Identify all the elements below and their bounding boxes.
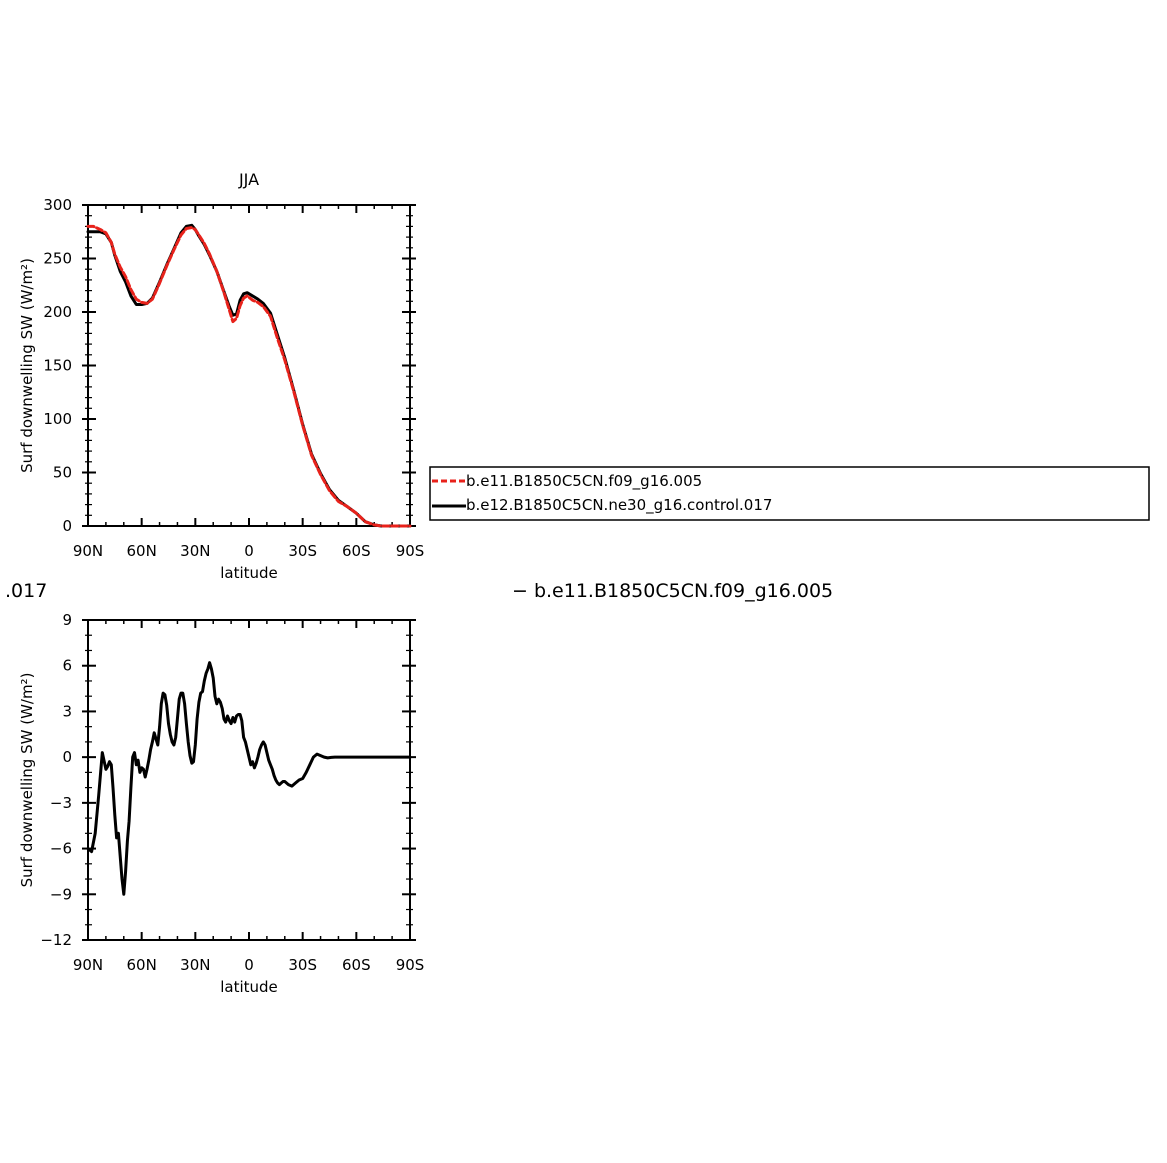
bottom-series-line-0 xyxy=(86,661,412,896)
bottom-y-tick-label: −6 xyxy=(50,840,72,858)
bottom-y-tick-label: −3 xyxy=(50,794,72,812)
legend-label-0: b.e11.B1850C5CN.f09_g16.005 xyxy=(466,472,702,491)
bottom-plot: 90N 60N 30N 0 30S 60S 90S −12 −9 −6 −3 0 3 6 9 latitude… xyxy=(18,611,424,996)
stray-text-left: .017 xyxy=(5,580,47,602)
top-plot-title: JJA xyxy=(238,170,259,189)
bottom-x-tick-label: 60S xyxy=(342,956,371,974)
top-series-line-1 xyxy=(86,223,412,528)
top-y-tick-label: 300 xyxy=(43,196,72,214)
bottom-x-axis-title: latitude xyxy=(220,978,278,996)
bottom-y-tick-label: 3 xyxy=(62,702,72,720)
bottom-x-tick-label: 90S xyxy=(396,956,425,974)
legend-box xyxy=(429,466,1150,521)
bottom-x-tick-label: 0 xyxy=(244,956,254,974)
bottom-y-axis-title: Surf downwelling SW (W/m²) xyxy=(18,673,36,888)
bottom-y-tick-label: 9 xyxy=(62,611,72,629)
bottom-x-tick-label: 60N xyxy=(127,956,157,974)
top-series-line-0 xyxy=(86,224,412,528)
legend: b.e11.B1850C5CN.f09_g16.005 b.e12.B1850C… xyxy=(429,466,1150,521)
top-x-tick-label: 60S xyxy=(342,542,371,560)
bottom-y-tick-label: −9 xyxy=(50,885,72,903)
top-y-tick-label: 200 xyxy=(43,303,72,321)
legend-label-1: b.e12.B1850C5CN.ne30_g16.control.017 xyxy=(466,496,772,515)
bottom-y-tick-label: −12 xyxy=(40,931,72,949)
bottom-y-tick-label: 0 xyxy=(62,748,72,766)
top-y-tick-label: 250 xyxy=(43,250,72,268)
top-y-axis-title: Surf downwelling SW (W/m²) xyxy=(18,258,36,473)
top-y-tick-label: 50 xyxy=(53,464,72,482)
bottom-x-tick-label: 90N xyxy=(73,956,103,974)
top-plot: 90N 60N 30N 0 30S 60S 90S 0 50 100 150 200 250 300 lat… xyxy=(18,170,424,582)
top-y-tick-label: 150 xyxy=(43,357,72,375)
top-x-tick-label: 30N xyxy=(180,542,210,560)
top-x-tick-label: 0 xyxy=(244,542,254,560)
top-x-tick-label: 90S xyxy=(396,542,425,560)
stray-text-right: − b.e11.B1850C5CN.f09_g16.005 xyxy=(512,580,833,602)
top-x-tick-label: 90N xyxy=(73,542,103,560)
top-x-tick-label: 30S xyxy=(288,542,317,560)
top-x-tick-label: 60N xyxy=(127,542,157,560)
top-y-tick-label: 0 xyxy=(62,517,72,535)
bottom-plot-frame xyxy=(87,619,411,941)
bottom-x-tick-label: 30S xyxy=(288,956,317,974)
top-y-tick-label: 100 xyxy=(43,410,72,428)
bottom-x-tick-label: 30N xyxy=(180,956,210,974)
bottom-y-tick-label: 6 xyxy=(62,657,72,675)
top-x-axis-title: latitude xyxy=(220,564,278,582)
top-plot-frame xyxy=(87,204,411,527)
